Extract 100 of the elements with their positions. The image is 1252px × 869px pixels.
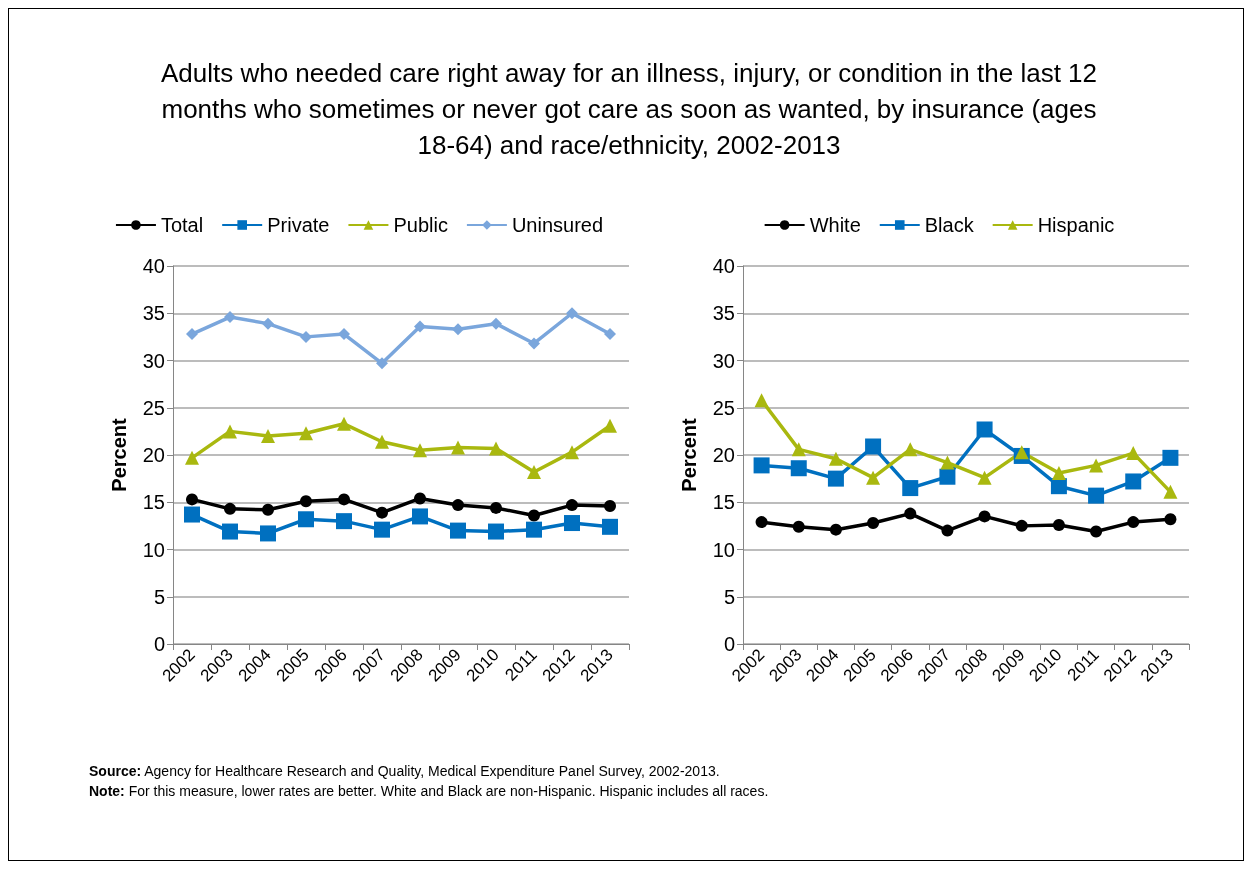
point xyxy=(865,438,882,455)
point xyxy=(866,470,881,485)
point xyxy=(604,500,616,513)
chart-title: Adults who needed care right away for an illness, injury, or condition in the last 12 months who sometimes or never got care as soon as wanted, by insurance (ages 18-64) and race/ethnicity, 2002-2013 xyxy=(159,57,1098,162)
point xyxy=(186,493,198,506)
point xyxy=(976,421,993,438)
point xyxy=(1014,445,1029,460)
point xyxy=(564,515,580,532)
point xyxy=(414,492,426,505)
point xyxy=(262,503,274,516)
point xyxy=(185,450,199,465)
point xyxy=(262,317,274,330)
y-tick-label: 15 xyxy=(712,491,735,514)
point xyxy=(867,517,880,530)
point xyxy=(338,328,350,341)
y-tick-label: 25 xyxy=(712,396,735,419)
point xyxy=(490,501,502,514)
y-tick-label: 15 xyxy=(142,491,165,514)
y-tick-label: 5 xyxy=(153,585,165,608)
y-tick-label: 35 xyxy=(712,302,735,325)
point xyxy=(186,328,198,341)
point xyxy=(827,470,844,487)
point xyxy=(490,317,502,330)
legend-label: Uninsured xyxy=(511,214,604,236)
source-note: Source: Agency for Healthcare Research and Quality, Medical Expenditure Panel Survey, 2002-2013. xyxy=(89,762,721,781)
point xyxy=(184,506,200,523)
point xyxy=(414,320,426,333)
point xyxy=(1163,484,1178,499)
point xyxy=(565,445,579,460)
y-tick-label: 35 xyxy=(142,302,165,325)
point xyxy=(566,499,578,512)
point xyxy=(261,429,275,444)
point xyxy=(338,493,350,506)
point xyxy=(527,465,541,480)
y-tick-label: 30 xyxy=(712,349,735,372)
point xyxy=(375,434,389,449)
legend-label: White xyxy=(809,214,861,236)
point xyxy=(222,523,238,540)
point xyxy=(260,525,276,542)
y-tick-label: 40 xyxy=(712,255,735,277)
y-tick-label: 0 xyxy=(723,633,735,655)
point xyxy=(755,516,768,529)
point xyxy=(1015,519,1028,532)
point xyxy=(977,470,992,485)
y-tick-label: 20 xyxy=(712,444,735,466)
point xyxy=(376,506,388,519)
point xyxy=(374,521,390,538)
point xyxy=(224,311,236,324)
point xyxy=(566,307,578,320)
point xyxy=(1051,465,1066,480)
point xyxy=(790,460,807,477)
y-tick-label: 10 xyxy=(712,538,735,561)
point xyxy=(413,443,427,458)
point xyxy=(904,507,917,520)
point xyxy=(452,499,464,512)
point xyxy=(604,328,616,341)
point xyxy=(1126,446,1141,461)
point xyxy=(1088,487,1105,504)
y-tick-label: 40 xyxy=(142,255,165,277)
point xyxy=(1127,516,1140,529)
y-tick-label: 30 xyxy=(142,349,165,372)
point xyxy=(451,440,465,455)
y-axis-title: Percent xyxy=(108,417,130,492)
point xyxy=(1125,473,1142,490)
point xyxy=(376,357,388,370)
point xyxy=(792,520,805,533)
legend-label: Private xyxy=(267,214,330,236)
point xyxy=(526,521,542,538)
point xyxy=(1164,513,1177,526)
point xyxy=(939,468,956,485)
point xyxy=(791,442,806,457)
point xyxy=(1162,449,1179,466)
point xyxy=(336,513,352,530)
y-tick-label: 20 xyxy=(142,444,165,466)
legend-label: Public xyxy=(393,214,448,236)
point xyxy=(528,337,540,350)
legend-label: Total xyxy=(160,214,204,236)
point xyxy=(753,457,770,474)
point xyxy=(488,523,504,540)
point xyxy=(299,426,313,441)
point xyxy=(754,393,769,408)
point xyxy=(1090,525,1103,538)
point xyxy=(300,330,312,343)
point xyxy=(300,495,312,508)
point xyxy=(903,442,918,457)
legend-label: Black xyxy=(924,214,975,236)
y-tick-label: 10 xyxy=(142,538,165,561)
point xyxy=(224,502,236,515)
point xyxy=(941,524,954,537)
point xyxy=(528,509,540,522)
point xyxy=(298,511,314,528)
point xyxy=(412,508,428,525)
point xyxy=(450,522,466,539)
y-tick-label: 0 xyxy=(153,633,165,655)
point xyxy=(452,323,464,336)
text: Note: For this measure, lower rates are better. White and Black are non-Hispanic. Hispanic includes all races. xyxy=(89,782,769,801)
legend-label: Hispanic xyxy=(1037,214,1115,236)
point xyxy=(602,518,618,535)
y-axis-title: Percent xyxy=(678,417,700,492)
y-tick-label: 25 xyxy=(142,396,165,419)
